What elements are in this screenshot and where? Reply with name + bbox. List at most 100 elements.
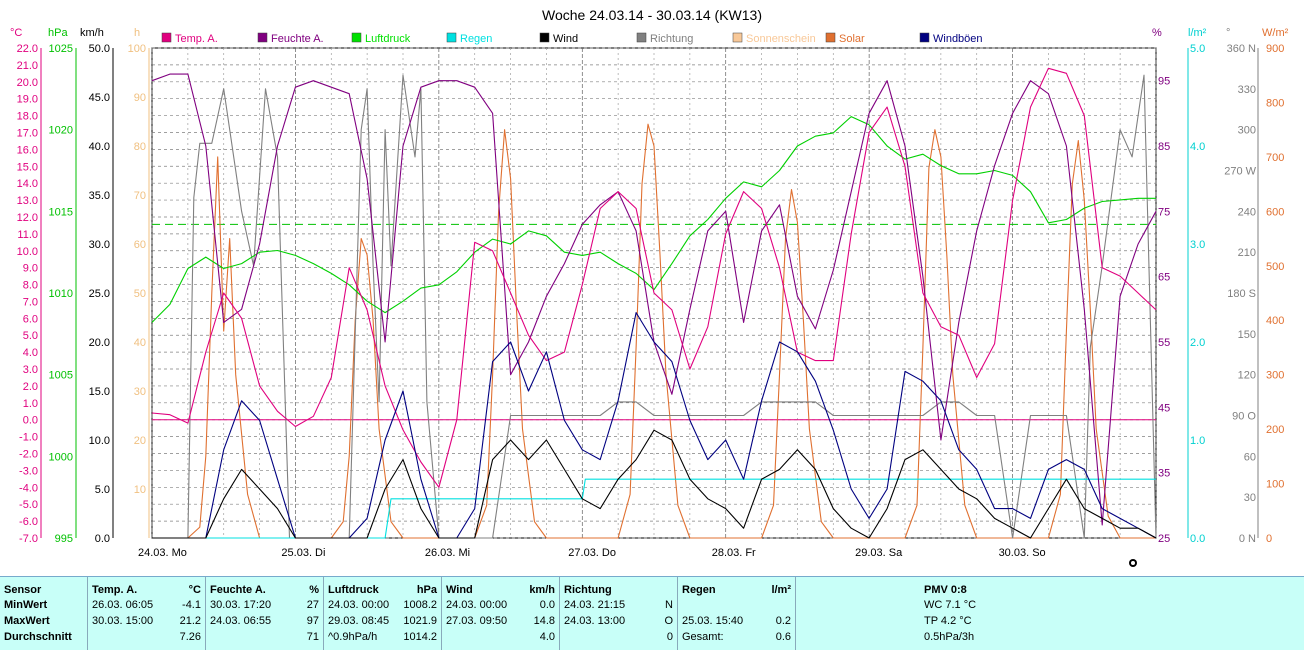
row-label-min: MinWert — [4, 599, 48, 611]
temp-tick-label: 8.0 — [23, 280, 38, 292]
row-label-avg: Durchschnitt — [4, 631, 72, 643]
humidity-tick-label: 65 — [1158, 272, 1170, 284]
legend-swatch — [636, 32, 647, 43]
pmv-pressure-trend: 0.5hPa/3h — [924, 631, 975, 643]
humidity-tick-label: 25 — [1158, 533, 1170, 545]
temp-tick-label: 12.0 — [17, 212, 38, 224]
temp-tick-label: -2.0 — [19, 449, 38, 461]
temp-tick-label: 2.0 — [23, 381, 38, 393]
direction-header: Richtung — [564, 584, 612, 596]
axis-unit-label: ° — [1226, 27, 1230, 39]
wind-min-value: 0.0 — [539, 599, 555, 611]
sunshine-tick-label: 50 — [134, 288, 146, 300]
rain-tick-label: 3.0 — [1190, 239, 1205, 251]
humidity-min-time: 30.03. 17:20 — [210, 599, 272, 611]
x-tick-label: 25.03. Di — [281, 547, 325, 559]
direction-tick-label: 180 S — [1227, 288, 1256, 300]
wind-tick-label: 40.0 — [89, 141, 110, 153]
x-tick-label: 30.03. So — [999, 547, 1046, 559]
wind-header: Wind — [446, 584, 473, 596]
solar-tick-label: 400 — [1266, 315, 1284, 327]
direction-avg-value: 0 — [666, 631, 673, 643]
rain-tick-label: 1.0 — [1190, 435, 1205, 447]
wind-unit: km/h — [529, 584, 555, 596]
x-tick-label: 29.03. Sa — [855, 547, 903, 559]
x-tick-label: 24.03. Mo — [138, 547, 187, 559]
wind-tick-label: 15.0 — [89, 386, 110, 398]
wind-tick-label: 50.0 — [89, 43, 110, 55]
sunshine-tick-label: 30 — [134, 386, 146, 398]
stats-col-pmv: PMV 0:8 WC 7.1 °C TP 4.2 °C 0.5hPa/3h — [796, 577, 1304, 650]
legend-label: Windböen — [933, 33, 983, 45]
humidity-header: Feuchte A. — [210, 584, 266, 596]
stats-col-wind: Wind km/h 24.03. 00:00 0.0 27.03. 09:50 14.… — [442, 577, 560, 650]
temp-avg-value: 7.26 — [179, 631, 201, 643]
axis-unit-label: % — [1152, 27, 1162, 39]
direction-tick-label: 240 — [1238, 206, 1256, 218]
temp-tick-label: 19.0 — [17, 94, 38, 106]
wind-tick-label: 0.0 — [95, 533, 110, 545]
rain-total-label: Gesamt: — [682, 631, 724, 643]
direction-tick-label: 30 — [1244, 492, 1256, 504]
humidity-min-value: 27 — [306, 599, 319, 611]
humidity-tick-label: 75 — [1158, 206, 1170, 218]
weather-chart: Woche 24.03.14 - 30.03.14 (KW13) Temp. A… — [10, 7, 1289, 567]
stats-col-temp: Temp. A. °C 26.03. 06:05 -4.1 30.03. 15:00… — [88, 577, 206, 650]
end-marker-ring — [1131, 561, 1135, 565]
humidity-max-value: 97 — [306, 615, 319, 627]
stats-panel: Sensor MinWert MaxWert Durchschnitt Temp… — [0, 576, 1304, 650]
humidity-tick-label: 35 — [1158, 468, 1170, 480]
pressure-tick-label: 1005 — [49, 370, 73, 382]
temp-max-time: 30.03. 15:00 — [92, 615, 154, 627]
rain-max-value: 0.2 — [775, 615, 791, 627]
legend: Temp. A. Feuchte A. Luftdruck Regen Wind Rich… — [161, 32, 983, 45]
x-tick-label: 27.03. Do — [568, 547, 616, 559]
direction-tick-label: 330 — [1238, 84, 1256, 96]
pressure-tick-label: 995 — [55, 533, 73, 545]
legend-label: Temp. A. — [175, 33, 218, 45]
rain-unit: l/m² — [771, 584, 791, 596]
wind-avg-value: 4.0 — [539, 631, 555, 643]
wind-tick-label: 30.0 — [89, 239, 110, 251]
legend-swatch — [257, 32, 268, 43]
sunshine-tick-label: 100 — [128, 43, 146, 55]
rain-tick-label: 5.0 — [1190, 43, 1205, 55]
temp-tick-label: -4.0 — [19, 482, 38, 494]
series-line-solar — [152, 123, 1156, 539]
legend-label: Richtung — [650, 33, 693, 45]
sunshine-tick-label: 20 — [134, 435, 146, 447]
humidity-tick-label: 85 — [1158, 141, 1170, 153]
pressure-trend: ^0.9hPa/h — [328, 631, 378, 643]
pressure-tick-label: 1020 — [49, 125, 73, 137]
temp-tick-label: 22.0 — [17, 43, 38, 55]
temp-tick-label: -1.0 — [19, 432, 38, 444]
temp-tick-label: 20.0 — [17, 77, 38, 89]
direction-max-time: 24.03. 13:00 — [564, 615, 626, 627]
temp-tick-label: 10.0 — [17, 246, 38, 258]
solar-tick-label: 500 — [1266, 261, 1284, 273]
temp-max-value: 21.2 — [179, 615, 201, 627]
legend-swatch — [446, 32, 457, 43]
temp-min-value: -4.1 — [182, 599, 201, 611]
solar-tick-label: 600 — [1266, 206, 1284, 218]
temp-tick-label: 6.0 — [23, 313, 38, 325]
temp-unit: °C — [188, 584, 201, 596]
temp-tick-label: 5.0 — [23, 330, 38, 342]
rain-total-value: 0.6 — [775, 631, 791, 643]
solar-tick-label: 0 — [1266, 533, 1272, 545]
x-tick-label: 26.03. Mi — [425, 547, 470, 559]
legend-label: Regen — [460, 33, 492, 45]
series-lines — [151, 67, 1157, 539]
direction-tick-label: 300 — [1238, 125, 1256, 137]
sunshine-tick-label: 70 — [134, 190, 146, 202]
direction-tick-label: 360 N — [1227, 43, 1256, 55]
humidity-unit: % — [309, 584, 319, 596]
wind-max-value: 14.8 — [533, 615, 555, 627]
direction-tick-label: 90 O — [1232, 411, 1256, 423]
humidity-avg-value: 71 — [306, 631, 319, 643]
humidity-max-time: 24.03. 06:55 — [210, 615, 272, 627]
legend-label: Luftdruck — [365, 33, 411, 45]
pmv-dewpoint: TP 4.2 °C — [924, 615, 972, 627]
x-tick-label: 28.03. Fr — [712, 547, 756, 559]
temp-tick-label: -3.0 — [19, 465, 38, 477]
